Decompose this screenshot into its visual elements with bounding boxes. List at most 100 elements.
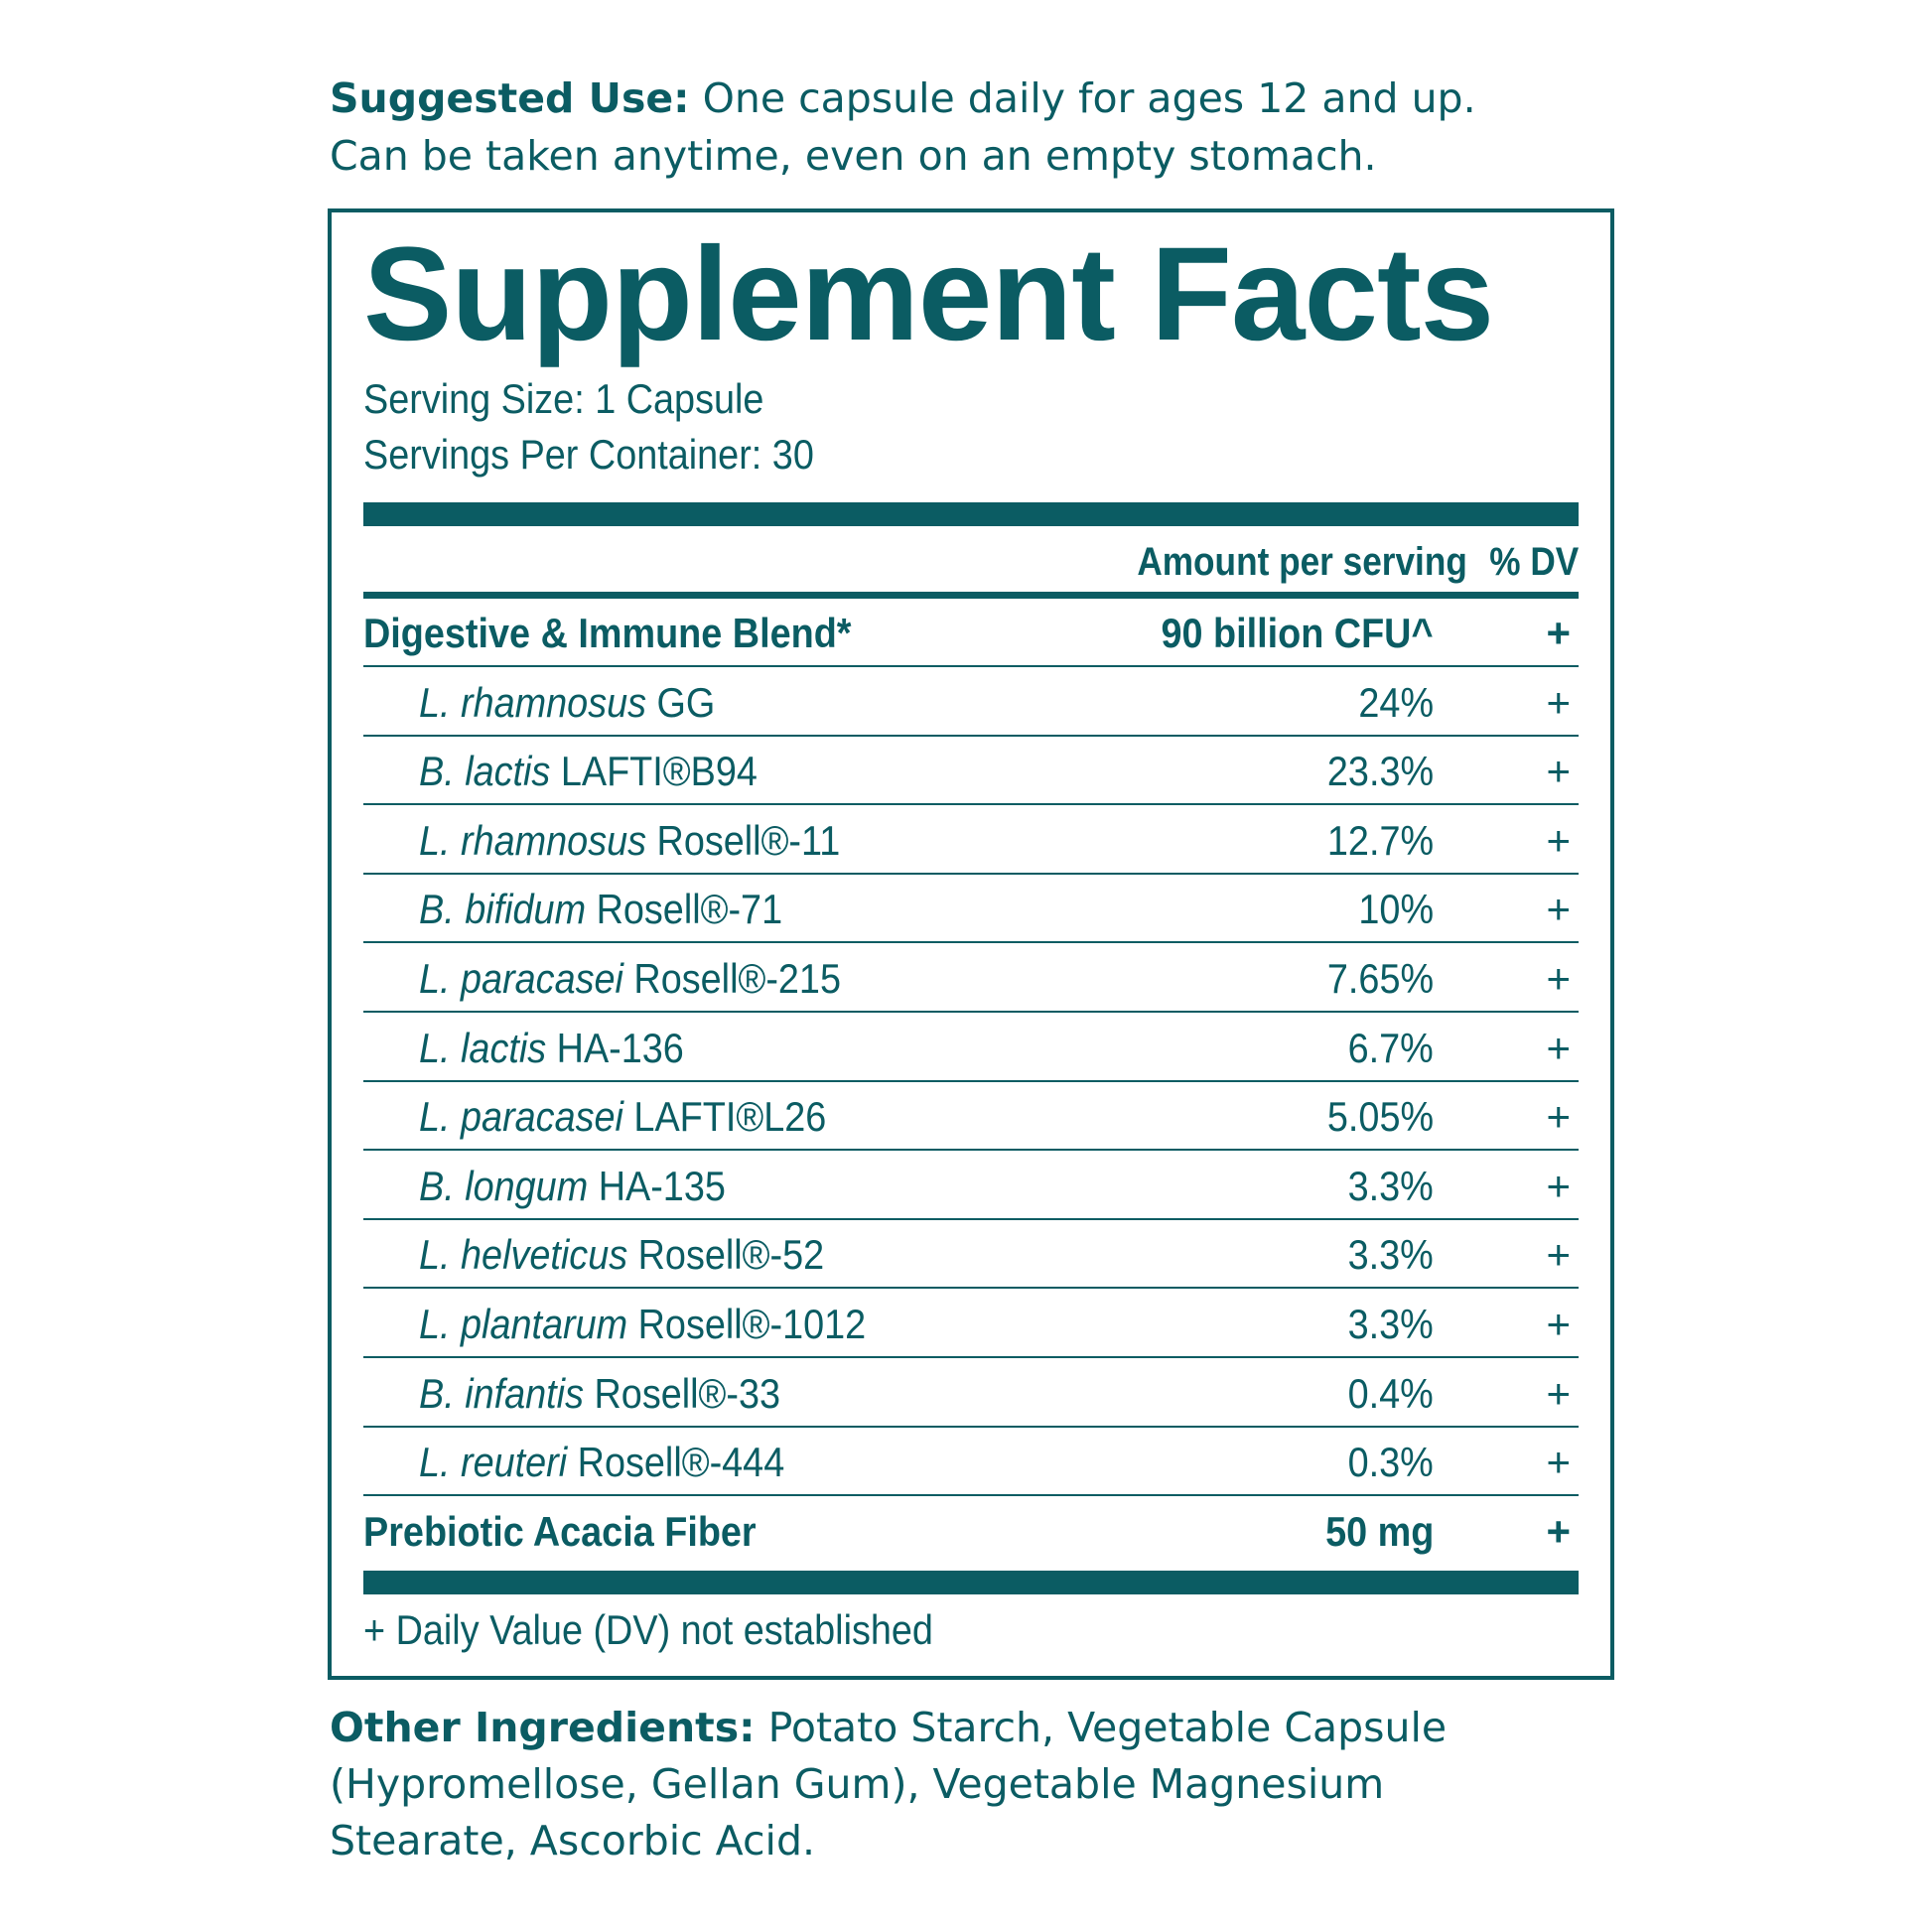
- strain-name: LAFTI®B94: [550, 748, 758, 795]
- species-name: B. longum: [419, 1162, 589, 1209]
- table-row: B. bifidum Rosell®-71 10% +: [363, 876, 1579, 944]
- strain-name: GG: [646, 678, 716, 726]
- ingredient-name: L. rhamnosus GG: [419, 669, 715, 737]
- ingredient-name: Digestive & Immune Blend*: [363, 600, 852, 667]
- suggested-use-text2: Can be taken anytime, even on an empty s…: [330, 132, 1377, 180]
- suggested-use-text1: One capsule daily for ages 12 and up.: [689, 74, 1476, 122]
- dv-footnote: + Daily Value (DV) not established: [363, 1606, 933, 1653]
- daily-value: +: [1546, 1301, 1571, 1347]
- daily-value: +: [1546, 1024, 1571, 1071]
- species-name: L. rhamnosus: [419, 816, 647, 864]
- amount-per-serving: 50 mg: [1324, 1507, 1434, 1555]
- strain-name: Prebiotic Acacia Fiber: [363, 1507, 757, 1555]
- daily-value: +: [1546, 748, 1571, 795]
- amount-per-serving: 7.65%: [1326, 955, 1434, 1002]
- amount-per-serving: 90 billion CFU^: [1161, 610, 1434, 656]
- daily-value: +: [1546, 1162, 1571, 1209]
- column-header-amount: Amount per serving: [1137, 540, 1467, 584]
- amount-per-serving: 12.7%: [1326, 816, 1434, 864]
- species-name: L. plantarum: [419, 1301, 628, 1347]
- amount-per-serving: 3.3%: [1347, 1231, 1434, 1279]
- column-header-dv: % DV: [1489, 540, 1579, 584]
- amount-per-serving: 0.3%: [1347, 1439, 1434, 1486]
- ingredient-name: L. rhamnosus Rosell®-11: [419, 807, 840, 875]
- strain-name: HA-136: [546, 1024, 684, 1071]
- other-ingredients-text2: (Hypromellose, Gellan Gum), Vegetable Ma…: [330, 1760, 1385, 1808]
- amount-per-serving: 5.05%: [1326, 1093, 1434, 1141]
- daily-value: +: [1546, 886, 1571, 933]
- table-row: L. rhamnosus GG 24% +: [363, 669, 1579, 737]
- suggested-use-label: Suggested Use:: [330, 74, 690, 122]
- ingredient-name: B. bifidum Rosell®-71: [419, 876, 782, 943]
- ingredient-name: L. paracasei Rosell®-215: [419, 945, 841, 1013]
- daily-value: +: [1546, 1231, 1571, 1279]
- species-name: B. infantis: [419, 1369, 584, 1417]
- ingredient-name: B. longum HA-135: [419, 1153, 726, 1220]
- amount-per-serving: 10%: [1358, 886, 1434, 933]
- strain-name: Rosell®-444: [567, 1439, 785, 1486]
- thick-divider-top: [363, 502, 1579, 526]
- daily-value: +: [1546, 1507, 1571, 1555]
- strain-name: Rosell®-11: [646, 816, 841, 864]
- strain-name: Rosell®-215: [622, 955, 841, 1002]
- species-name: L. helveticus: [419, 1231, 628, 1279]
- table-row: Prebiotic Acacia Fiber 50 mg +: [363, 1498, 1579, 1566]
- ingredient-name: Prebiotic Acacia Fiber: [363, 1498, 757, 1566]
- table-row: L. lactis HA-136 6.7% +: [363, 1015, 1579, 1082]
- amount-per-serving: 3.3%: [1347, 1301, 1434, 1347]
- strain-name: LAFTI®L26: [622, 1093, 827, 1141]
- ingredient-name: L. helveticus Rosell®-52: [419, 1221, 824, 1289]
- ingredient-name: B. lactis LAFTI®B94: [419, 738, 758, 805]
- table-row: B. infantis Rosell®-33 0.4% +: [363, 1360, 1579, 1428]
- ingredient-name: L. paracasei LAFTI®L26: [419, 1083, 826, 1151]
- amount-per-serving: 3.3%: [1347, 1162, 1434, 1209]
- table-row: L. plantarum Rosell®-1012 3.3% +: [363, 1291, 1579, 1358]
- other-ingredients: Other Ingredients: Potato Starch, Vegeta…: [330, 1700, 1620, 1869]
- species-name: B. bifidum: [419, 886, 587, 933]
- facts-title: Supplement Facts: [363, 220, 1494, 368]
- daily-value: +: [1546, 1093, 1571, 1141]
- daily-value: +: [1546, 1439, 1571, 1486]
- amount-per-serving: 24%: [1358, 678, 1434, 726]
- strain-name: Rosell®-71: [586, 886, 783, 933]
- strain-name: HA-135: [588, 1162, 726, 1209]
- daily-value: +: [1546, 955, 1571, 1002]
- amount-per-serving: 6.7%: [1347, 1024, 1434, 1071]
- ingredient-name: B. infantis Rosell®-33: [419, 1360, 780, 1428]
- daily-value: +: [1546, 610, 1571, 656]
- ingredient-name: L. plantarum Rosell®-1012: [419, 1291, 866, 1358]
- table-row: L. paracasei Rosell®-215 7.65% +: [363, 945, 1579, 1013]
- daily-value: +: [1546, 1369, 1571, 1417]
- table-row: Digestive & Immune Blend* 90 billion CFU^…: [363, 600, 1579, 667]
- table-row: L. helveticus Rosell®-52 3.3% +: [363, 1221, 1579, 1290]
- other-ingredients-label: Other Ingredients:: [330, 1704, 756, 1751]
- amount-per-serving: 0.4%: [1347, 1369, 1434, 1417]
- strain-name: Rosell®-52: [627, 1231, 825, 1279]
- table-row: L. paracasei LAFTI®L26 5.05% +: [363, 1083, 1579, 1152]
- strain-name: Rosell®-33: [583, 1369, 781, 1417]
- species-name: L. reuteri: [419, 1439, 568, 1486]
- daily-value: +: [1546, 678, 1571, 726]
- table-row: L. rhamnosus Rosell®-11 12.7% +: [363, 807, 1579, 875]
- species-name: B. lactis: [419, 748, 551, 795]
- ingredient-name: L. lactis HA-136: [419, 1015, 684, 1082]
- table-row: B. lactis LAFTI®B94 23.3% +: [363, 738, 1579, 806]
- servings-per-container: Servings Per Container: 30: [363, 431, 814, 478]
- species-name: L. rhamnosus: [419, 678, 647, 726]
- other-ingredients-text1: Potato Starch, Vegetable Capsule: [755, 1704, 1448, 1751]
- supplement-facts-panel: Supplement Facts Serving Size: 1 Capsule…: [328, 208, 1614, 1680]
- daily-value: +: [1546, 816, 1571, 864]
- ingredient-name: L. reuteri Rosell®-444: [419, 1429, 784, 1496]
- other-ingredients-line1: Other Ingredients: Potato Starch, Vegeta…: [330, 1700, 1620, 1756]
- suggested-use: Suggested Use: One capsule daily for age…: [330, 69, 1620, 185]
- header-divider: [363, 592, 1579, 599]
- suggested-use-line1: Suggested Use: One capsule daily for age…: [330, 69, 1620, 127]
- amount-per-serving: 23.3%: [1326, 748, 1434, 795]
- serving-size: Serving Size: 1 Capsule: [363, 375, 764, 422]
- table-row: L. reuteri Rosell®-444 0.3% +: [363, 1429, 1579, 1497]
- species-name: L. lactis: [419, 1024, 547, 1071]
- serving-info: Serving Size: 1 Capsule Servings Per Con…: [363, 371, 814, 483]
- strain-name: Rosell®-1012: [627, 1301, 867, 1347]
- species-name: L. paracasei: [419, 1093, 623, 1141]
- strain-name: Digestive & Immune Blend*: [363, 610, 852, 656]
